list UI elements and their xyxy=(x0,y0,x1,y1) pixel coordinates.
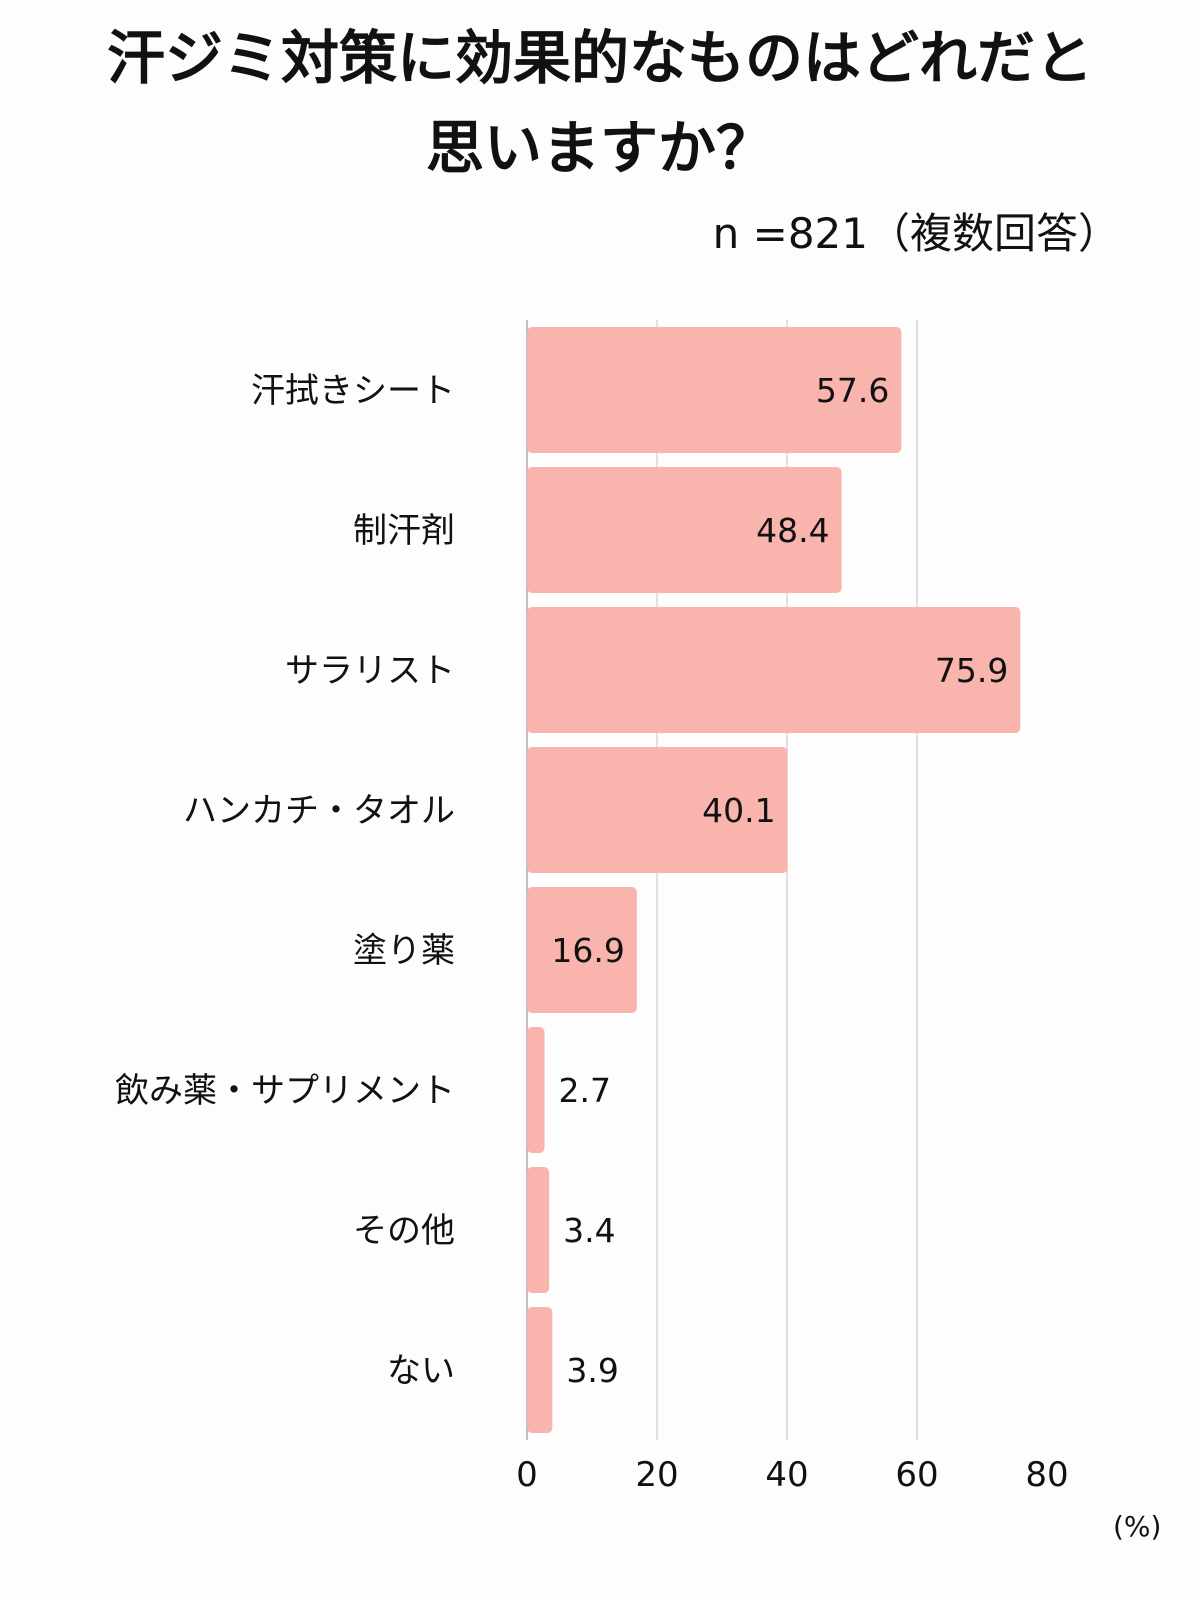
bar xyxy=(527,887,637,1013)
sample-size-note: n =821（複数回答） xyxy=(712,209,1120,258)
data-label: 2.7 xyxy=(559,1071,611,1110)
data-label: 40.1 xyxy=(702,791,775,830)
data-label: 48.4 xyxy=(756,511,829,550)
x-tick-label: 0 xyxy=(516,1455,538,1495)
bar xyxy=(527,1027,545,1153)
x-axis-unit-label: (%) xyxy=(1113,1510,1162,1543)
x-tick-label: 80 xyxy=(1025,1455,1068,1495)
bar xyxy=(527,1167,550,1293)
x-tick-label: 60 xyxy=(895,1455,938,1495)
bar xyxy=(527,747,788,873)
data-label: 57.6 xyxy=(816,371,889,410)
category-label: その他 xyxy=(353,1211,455,1251)
data-label: 75.9 xyxy=(935,651,1008,690)
bar xyxy=(527,1307,553,1433)
data-label: 3.9 xyxy=(566,1351,618,1390)
category-label: サラリスト xyxy=(285,651,455,691)
category-label: ない xyxy=(387,1351,455,1391)
bar xyxy=(527,327,902,453)
data-label: 16.9 xyxy=(551,931,624,970)
category-label: 汗拭きシート xyxy=(251,371,455,411)
x-tick-label: 40 xyxy=(765,1455,808,1495)
category-label: 塗り薬 xyxy=(353,931,455,971)
x-tick-label: 20 xyxy=(635,1455,678,1495)
category-label: 制汗剤 xyxy=(353,511,455,551)
bar xyxy=(527,467,842,593)
chart-title-line2: 思いますか？ xyxy=(425,114,774,182)
category-label: 飲み薬・サプリメント xyxy=(115,1071,455,1111)
category-label: ハンカチ・タオル xyxy=(183,791,455,831)
data-label: 3.4 xyxy=(563,1211,615,1250)
chart-title-line1: 汗ジミ対策に効果的なものはどれだと xyxy=(106,24,1093,92)
bar xyxy=(527,607,1021,733)
